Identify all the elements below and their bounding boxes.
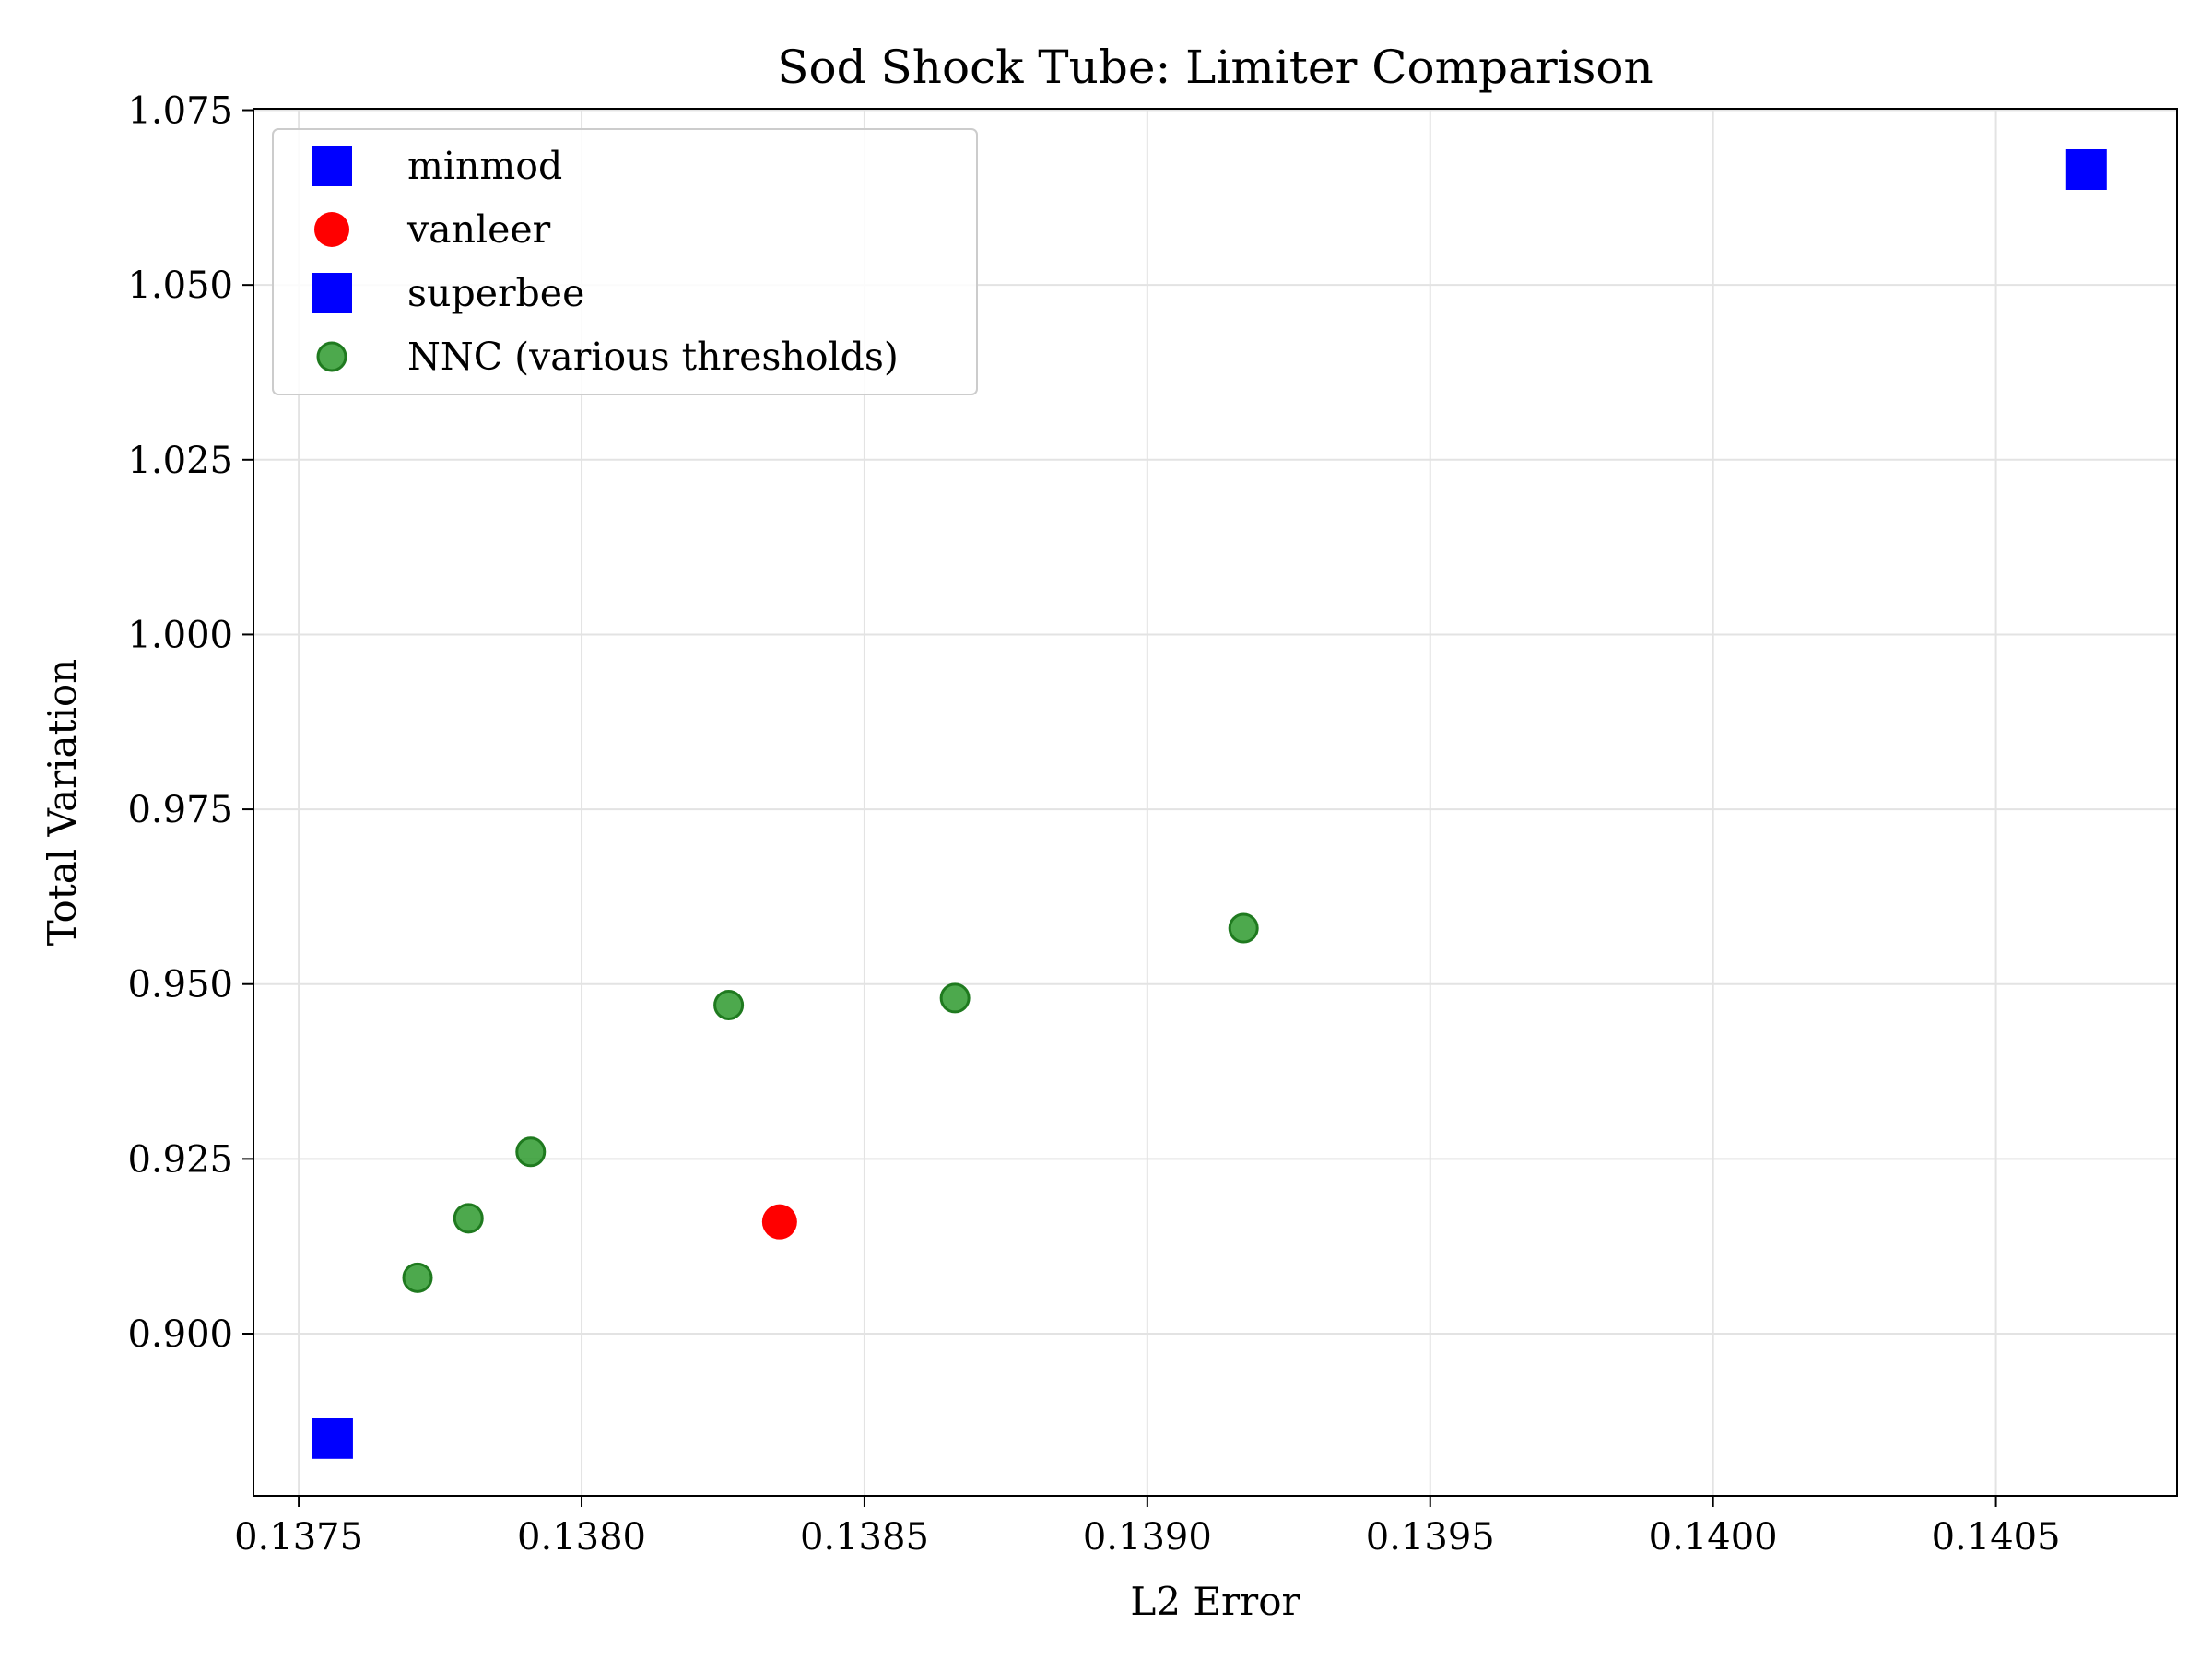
y-axis-ticks: 0.900 0.925 0.950 0.975 1.000 1.025 1.050 1.075 (127, 90, 253, 1356)
x-tick-label: 0.1400 (1649, 1516, 1778, 1559)
legend-label: vanleer (406, 207, 551, 252)
y-tick-label: 1.075 (127, 90, 233, 133)
legend-marker (316, 341, 347, 372)
data-points (312, 148, 2107, 1459)
plot-frame (253, 108, 2178, 1497)
y-tick-label: 0.900 (127, 1313, 233, 1356)
data-point (1228, 912, 1259, 944)
x-tick-label: 0.1375 (234, 1516, 363, 1559)
data-point (453, 1203, 484, 1234)
legend-marker (312, 146, 352, 186)
data-point (2065, 148, 2107, 190)
x-axis-label: L2 Error (1130, 1579, 1300, 1624)
data-point (713, 989, 745, 1020)
x-axis-ticks: 0.1375 0.1380 0.1385 0.1390 0.1395 0.1400 0.14… (234, 1496, 2061, 1559)
legend-item: superbee (312, 271, 584, 315)
legend-label: NNC (various thresholds) (407, 335, 899, 379)
x-tick-label: 0.1385 (800, 1516, 929, 1559)
x-tick-label: 0.1395 (1366, 1516, 1495, 1559)
data-point (939, 982, 971, 1014)
data-point (515, 1136, 547, 1168)
y-tick-label: 1.000 (127, 614, 233, 656)
data-point (312, 1418, 353, 1459)
legend-item: NNC (various thresholds) (316, 335, 899, 379)
x-tick-label: 0.1405 (1932, 1516, 2061, 1559)
y-tick-label: 1.025 (127, 440, 233, 482)
chart-title: Sod Shock Tube: Limiter Comparison (777, 41, 1653, 94)
legend-label: minmod (407, 144, 562, 188)
y-axis-label: Total Variation (40, 659, 85, 946)
data-point (761, 1204, 797, 1240)
data-point (402, 1262, 433, 1293)
y-tick-label: 1.050 (127, 265, 233, 307)
x-tick-label: 0.1390 (1083, 1516, 1212, 1559)
legend-box (272, 128, 978, 395)
x-tick-label: 0.1380 (517, 1516, 646, 1559)
legend-label: superbee (407, 271, 584, 315)
legend-item: minmod (312, 144, 562, 188)
legend-item: vanleer (314, 207, 551, 252)
y-tick-label: 0.975 (127, 789, 233, 831)
y-tick-label: 0.925 (127, 1138, 233, 1181)
y-tick-label: 0.950 (127, 964, 233, 1006)
legend-marker (314, 212, 349, 247)
legend-marker (312, 273, 352, 313)
legend: minmod vanleer superbee NNC (various thresh… (272, 128, 978, 395)
